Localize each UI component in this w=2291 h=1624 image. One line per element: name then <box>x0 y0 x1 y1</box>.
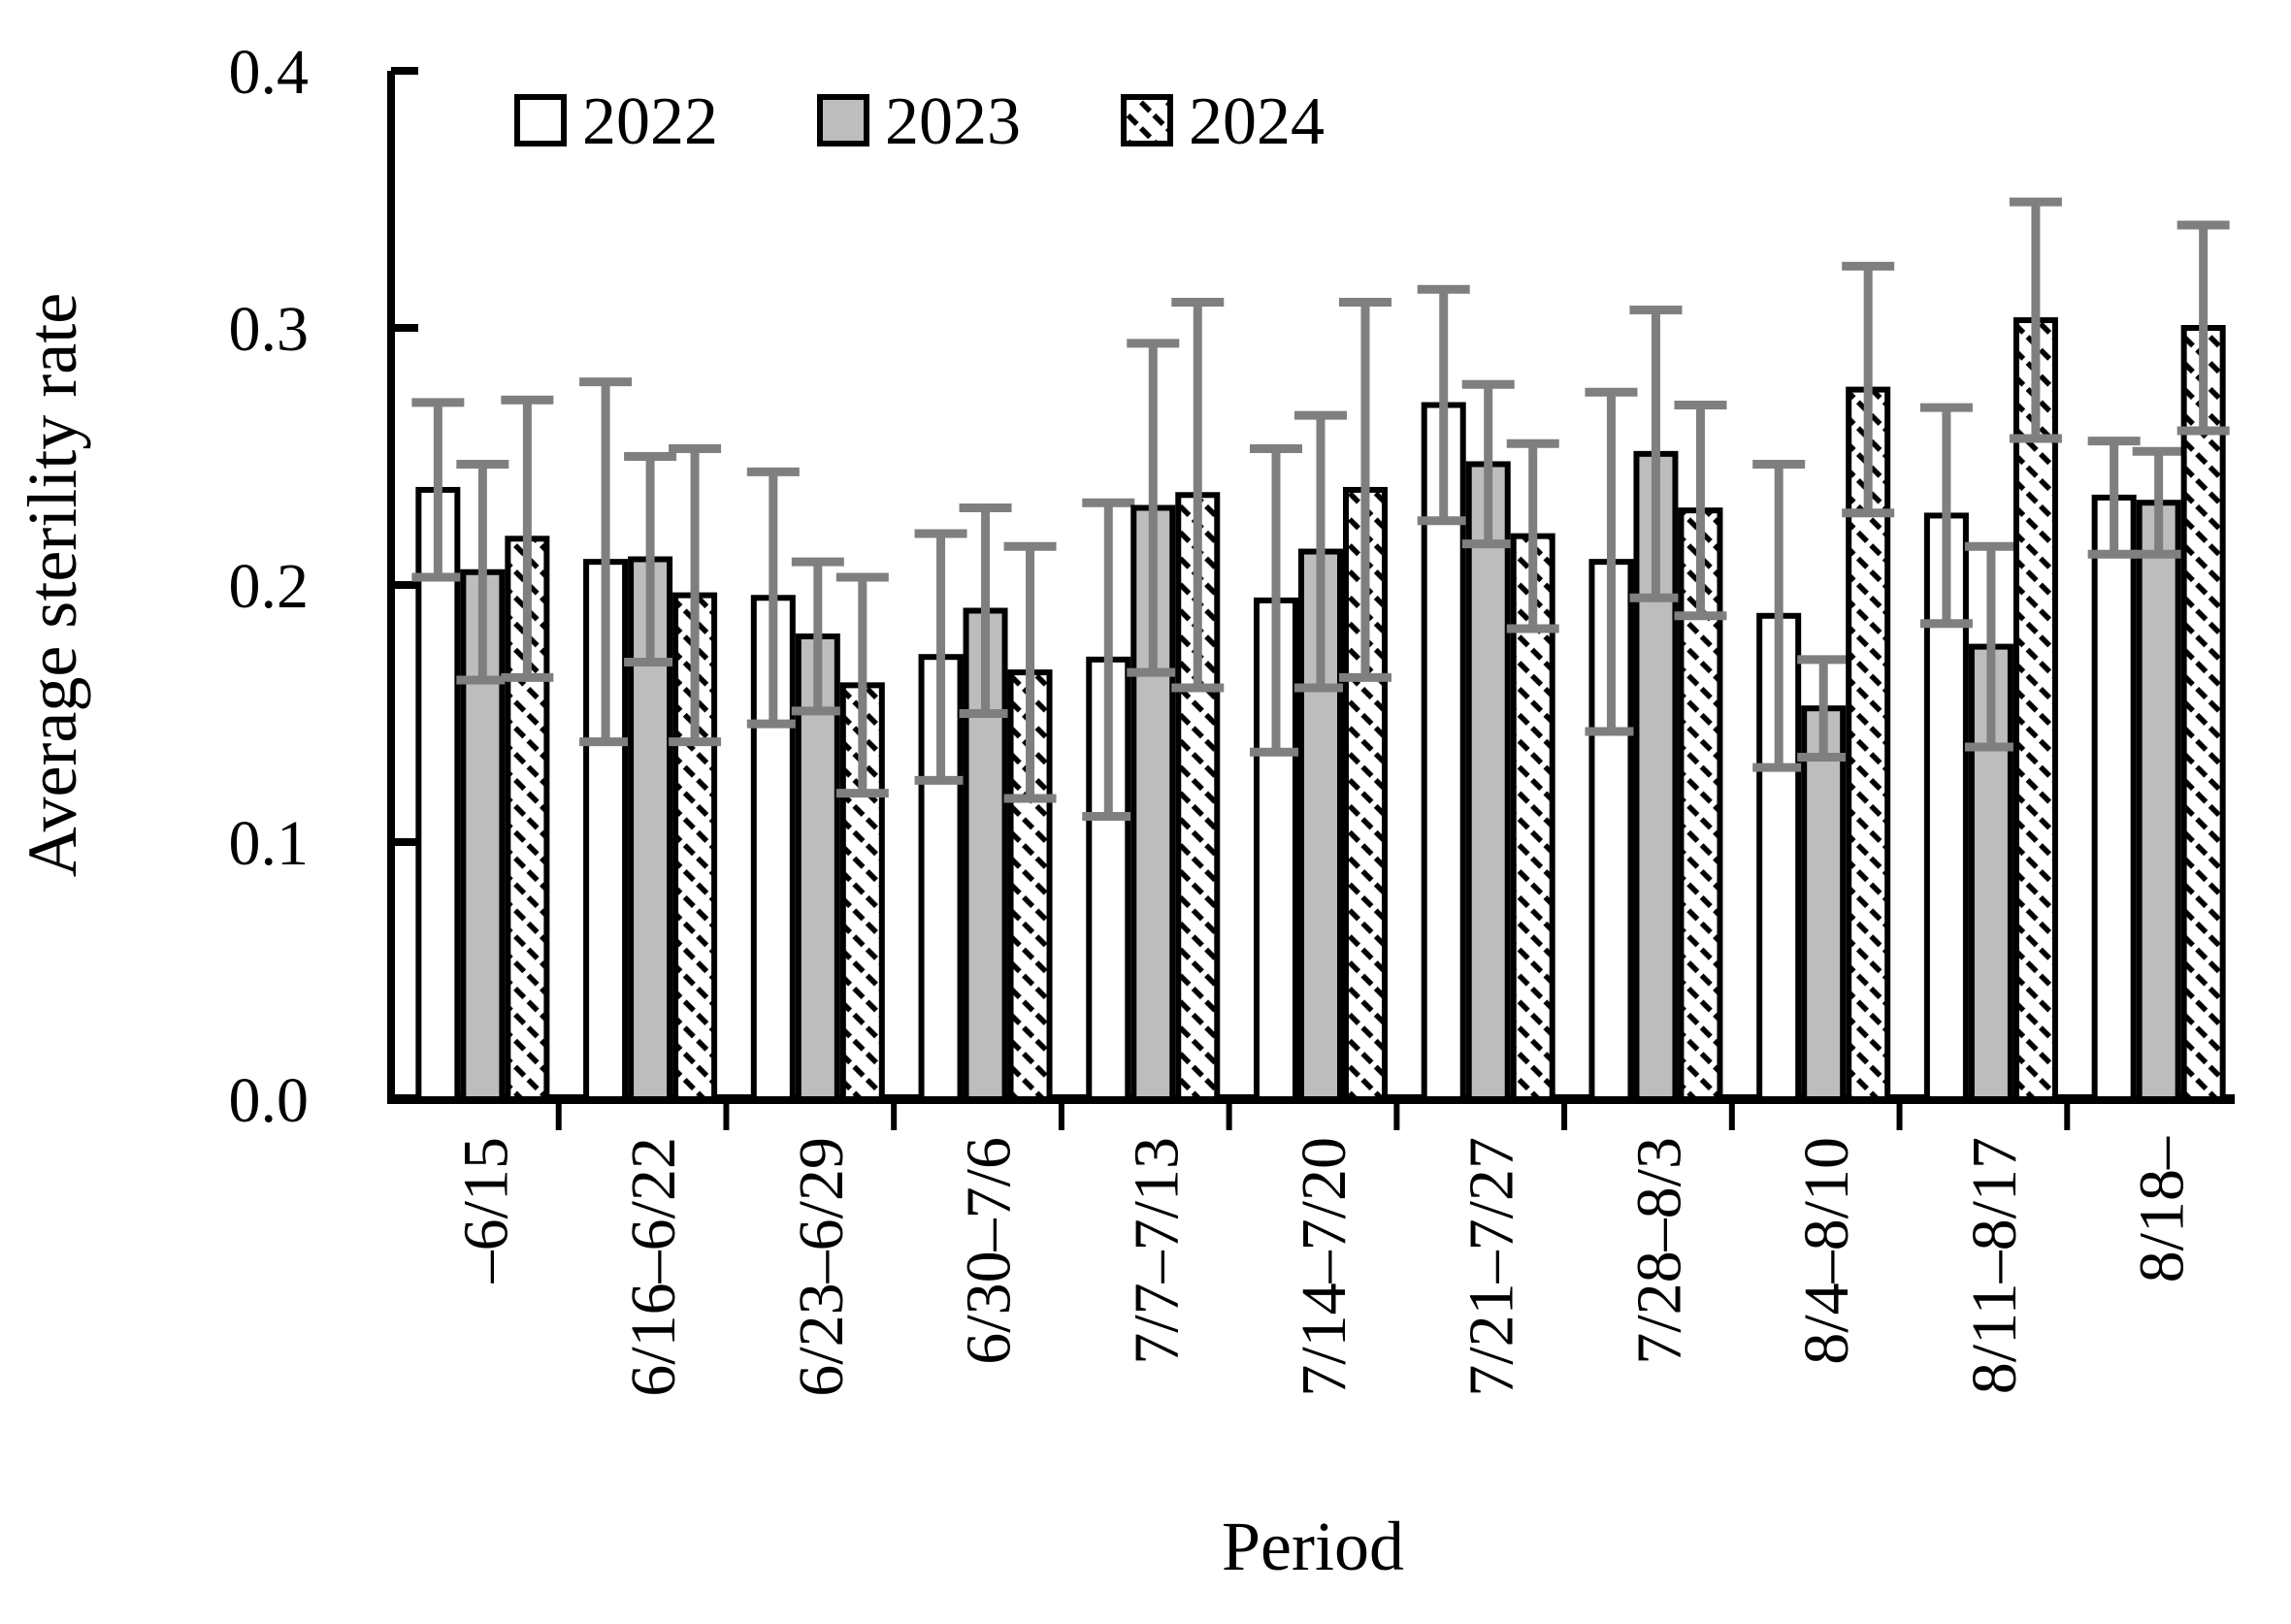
x-tick-label: 6/30–7/6 <box>954 1137 1025 1365</box>
x-tick-label: 7/21–7/27 <box>1456 1137 1527 1397</box>
legend-label-2024: 2024 <box>1189 84 1325 159</box>
x-tick-label: 8/4–8/10 <box>1791 1137 1862 1365</box>
x-tick-label: 7/14–7/20 <box>1289 1137 1359 1397</box>
legend: 2022 2023 2024 <box>514 84 1325 159</box>
legend-label-2023: 2023 <box>885 84 1021 159</box>
bar-2022-10 <box>2091 494 2137 1102</box>
x-tick-label: 8/18– <box>2127 1136 2198 1283</box>
y-tick-label: 0.1 <box>229 808 310 879</box>
bar-2024-0 <box>505 536 550 1102</box>
legend-swatch-2024 <box>1121 94 1173 146</box>
x-tick-label: 6/16–6/22 <box>618 1137 689 1397</box>
y-axis-title: Average sterility rate <box>14 293 91 877</box>
x-tick-label: 7/28–8/3 <box>1623 1137 1694 1365</box>
bar-2023-8 <box>1801 705 1847 1102</box>
legend-label-2022: 2022 <box>582 84 718 159</box>
x-tick-label: 6/23–6/29 <box>786 1137 857 1397</box>
y-tick-label: 0.0 <box>229 1065 310 1136</box>
x-tick-label: –6/15 <box>450 1137 521 1283</box>
bar-2023-6 <box>1465 461 1511 1102</box>
bar-2022-2 <box>750 595 796 1102</box>
bar-2024-9 <box>2013 317 2058 1102</box>
bar-2022-0 <box>415 486 461 1102</box>
legend-swatch-2023 <box>817 94 869 146</box>
legend-swatch-2022 <box>514 94 567 146</box>
bar-2024-4 <box>1175 492 1221 1102</box>
plot-area: 0.0 0.1 0.2 0.3 0.4 –6/15 6/16–6/22 6/23–6/29 6/… <box>229 37 2235 1397</box>
bar-2024-10 <box>2180 325 2226 1102</box>
x-axis-title: Period <box>1222 1508 1404 1585</box>
x-tick-label: 7/7–7/13 <box>1121 1137 1192 1365</box>
x-tick-label: 8/11–8/17 <box>1959 1137 2030 1394</box>
y-tick-label: 0.2 <box>229 551 310 622</box>
y-tick-label: 0.3 <box>229 294 310 365</box>
y-tick-label: 0.4 <box>229 37 310 108</box>
bar-2023-10 <box>2136 500 2181 1102</box>
